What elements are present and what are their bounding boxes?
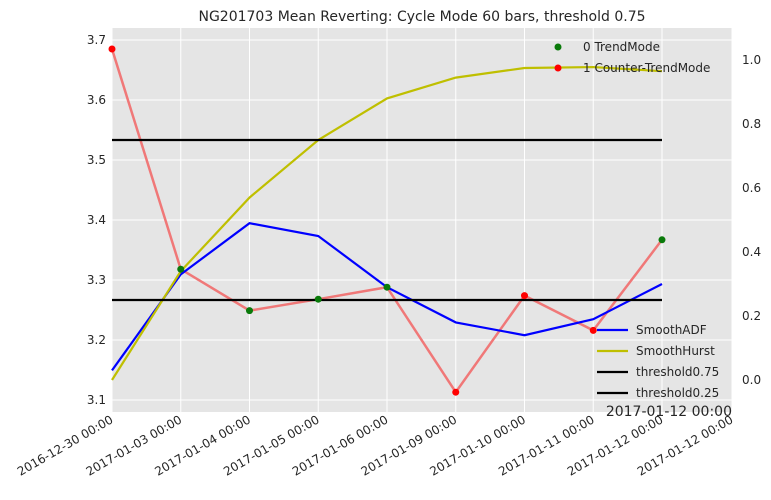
scatter-point — [246, 307, 253, 315]
scatter-point — [589, 326, 597, 334]
right-y-tick-label: 0.4 — [742, 245, 761, 259]
legend-scatter: 0 TrendMode 1 Counter-TrendMode — [554, 40, 710, 75]
left-y-tick-label: 3.7 — [87, 33, 106, 47]
legend-label: 1 Counter-TrendMode — [583, 61, 710, 75]
legend-label: SmoothADF — [636, 323, 707, 337]
left-y-axis: 3.1 3.2 3.3 3.4 3.5 3.6 3.7 — [87, 33, 106, 407]
left-y-tick-label: 3.1 — [87, 393, 106, 407]
scatter-point — [177, 265, 185, 273]
x-offset-label: 2017-01-12 00:00 — [606, 404, 732, 420]
left-y-tick-label: 3.5 — [87, 153, 106, 167]
left-y-tick-label: 3.3 — [87, 273, 106, 287]
right-y-axis: 0.0 0.2 0.4 0.6 0.8 1.0 — [742, 53, 761, 387]
left-y-tick-label: 3.6 — [87, 93, 106, 107]
scatter-point — [658, 236, 666, 244]
legend-marker — [554, 64, 562, 72]
right-y-tick-label: 0.2 — [742, 309, 761, 323]
left-y-tick-label: 3.4 — [87, 213, 106, 227]
series-line-smoothhurst — [111, 65, 663, 381]
legend-marker — [554, 43, 562, 51]
right-y-tick-label: 0.8 — [742, 117, 761, 131]
scatter-point — [314, 295, 322, 303]
chart-title: NG201703 Mean Reverting: Cycle Mode 60 b… — [198, 9, 645, 25]
scatter-point — [452, 388, 460, 396]
legend-label: SmoothHurst — [636, 344, 715, 358]
scatter-point — [108, 45, 116, 53]
left-y-tick-label: 3.2 — [87, 333, 106, 347]
legend-label: threshold0.25 — [636, 386, 719, 400]
legend-lines: SmoothADF SmoothHurst threshold0.75 thresho… — [597, 323, 719, 400]
right-y-tick-label: 0.0 — [742, 373, 761, 387]
legend-label: threshold0.75 — [636, 365, 719, 379]
series-points — [108, 45, 666, 396]
right-y-tick-label: 0.6 — [742, 181, 761, 195]
legend-label: 0 TrendMode — [583, 40, 660, 54]
scatter-point — [383, 283, 391, 291]
scatter-point — [521, 292, 528, 300]
right-y-tick-label: 1.0 — [742, 53, 761, 67]
